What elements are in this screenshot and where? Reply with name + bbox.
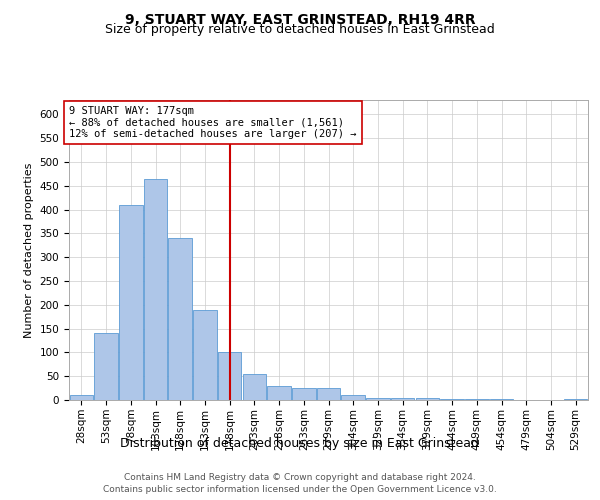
Bar: [144, 178, 167, 400]
Bar: [490, 399, 513, 400]
Bar: [292, 388, 316, 400]
Bar: [391, 398, 415, 400]
Bar: [366, 398, 389, 400]
Bar: [268, 386, 291, 400]
Bar: [119, 205, 143, 400]
Bar: [70, 395, 93, 400]
Bar: [169, 238, 192, 400]
Bar: [317, 388, 340, 400]
Bar: [242, 374, 266, 400]
Y-axis label: Number of detached properties: Number of detached properties: [24, 162, 34, 338]
Text: Size of property relative to detached houses in East Grinstead: Size of property relative to detached ho…: [105, 22, 495, 36]
Bar: [465, 399, 488, 400]
Bar: [193, 310, 217, 400]
Bar: [440, 399, 464, 400]
Bar: [564, 399, 587, 400]
Bar: [94, 334, 118, 400]
Bar: [218, 352, 241, 400]
Text: 9, STUART WAY, EAST GRINSTEAD, RH19 4RR: 9, STUART WAY, EAST GRINSTEAD, RH19 4RR: [125, 12, 475, 26]
Text: Contains public sector information licensed under the Open Government Licence v3: Contains public sector information licen…: [103, 485, 497, 494]
Text: Contains HM Land Registry data © Crown copyright and database right 2024.: Contains HM Land Registry data © Crown c…: [124, 472, 476, 482]
Bar: [416, 398, 439, 400]
Text: Distribution of detached houses by size in East Grinstead: Distribution of detached houses by size …: [121, 438, 479, 450]
Bar: [341, 395, 365, 400]
Text: 9 STUART WAY: 177sqm
← 88% of detached houses are smaller (1,561)
12% of semi-de: 9 STUART WAY: 177sqm ← 88% of detached h…: [69, 106, 356, 139]
